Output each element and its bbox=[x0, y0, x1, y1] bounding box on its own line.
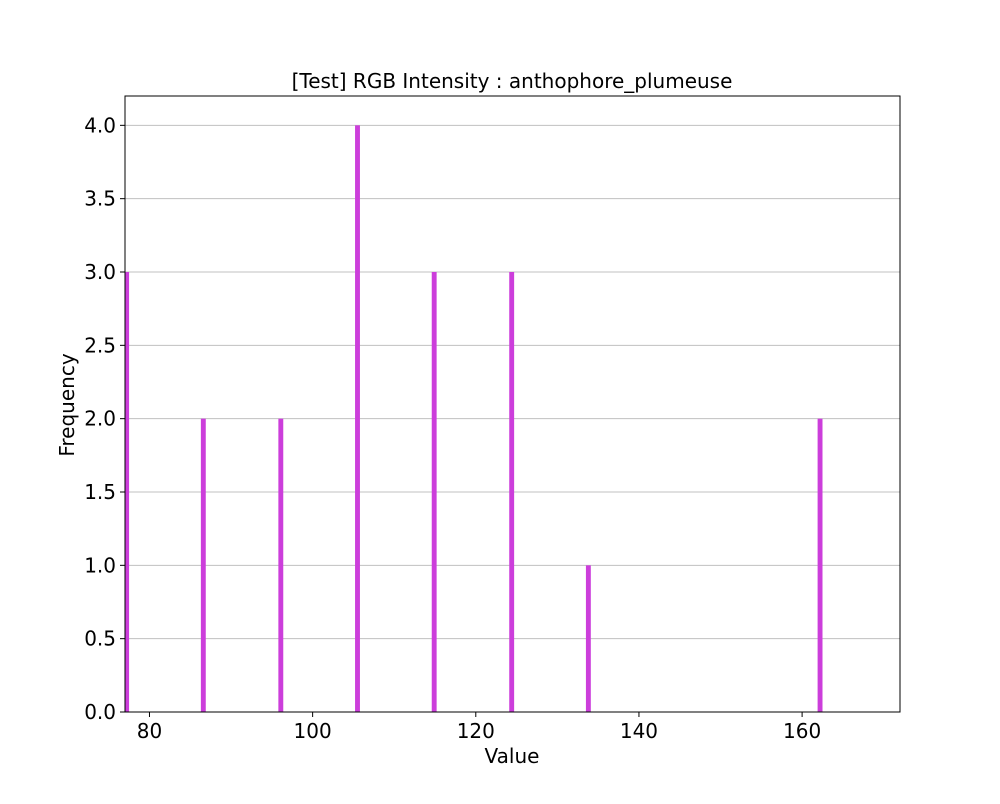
y-axis-ticks: 0.0 0.5 1.0 1.5 2.0 2.5 3.0 3.5 4.0 bbox=[84, 113, 125, 724]
x-tick-label-4: 160 bbox=[783, 719, 821, 743]
y-tick-label-0: 0.0 bbox=[84, 700, 116, 724]
y-tick-label-1: 0.5 bbox=[84, 627, 116, 651]
bar-5 bbox=[509, 272, 515, 712]
x-tick-label-0: 80 bbox=[137, 719, 162, 743]
x-axis-ticks: 80 100 120 140 160 bbox=[137, 712, 821, 743]
x-tick-label-2: 120 bbox=[457, 719, 495, 743]
bar-6 bbox=[585, 565, 591, 712]
y-tick-label-7: 3.5 bbox=[84, 187, 116, 211]
plot-frame bbox=[124, 95, 901, 713]
bar-2 bbox=[278, 418, 284, 712]
y-tick-label-3: 1.5 bbox=[84, 480, 116, 504]
y-tick-label-6: 3.0 bbox=[84, 260, 116, 284]
bar-1 bbox=[200, 418, 206, 712]
y-tick-label-8: 4.0 bbox=[84, 113, 116, 137]
chart-title: [Test] RGB Intensity : anthophore_plumeu… bbox=[292, 69, 733, 93]
x-tick-label-1: 100 bbox=[294, 719, 332, 743]
y-axis-label: Frequency bbox=[55, 353, 79, 456]
bar-7 bbox=[817, 418, 823, 712]
bar-3 bbox=[355, 125, 360, 713]
x-axis-label: Value bbox=[485, 744, 540, 768]
bar-4 bbox=[431, 272, 437, 712]
y-tick-label-2: 1.0 bbox=[84, 553, 116, 577]
x-tick-label-3: 140 bbox=[620, 719, 658, 743]
bars bbox=[125, 125, 823, 713]
y-tick-label-4: 2.0 bbox=[84, 407, 116, 431]
bar-0 bbox=[125, 272, 130, 712]
y-tick-label-5: 2.5 bbox=[84, 333, 116, 357]
